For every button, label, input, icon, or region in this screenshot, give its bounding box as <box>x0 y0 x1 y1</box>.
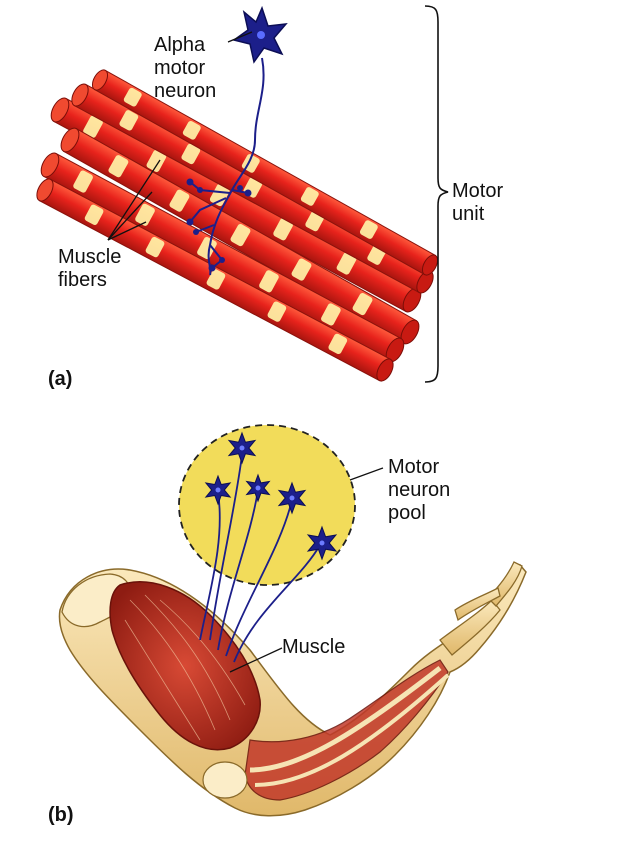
motor-unit-bracket <box>424 5 449 383</box>
neuron-nucleus <box>319 540 325 546</box>
motor-unit-label: Motor unit <box>452 180 504 225</box>
leader-lines-b <box>229 467 384 673</box>
neuron-nucleus <box>239 445 245 451</box>
arm-muscle-illustration <box>58 561 527 817</box>
alpha-motor-neuron-icon <box>232 5 288 64</box>
muscle-fiber <box>36 178 394 382</box>
panel-a-tag: (a) <box>48 368 73 390</box>
neuron-nucleus <box>215 487 221 493</box>
hand <box>439 561 523 656</box>
muscle-fiber <box>71 83 434 294</box>
muscle-fibers-label: Muscle fibers <box>58 246 122 291</box>
neuromuscular-junctions <box>186 178 252 272</box>
muscle-fiber-bundle <box>36 69 439 382</box>
motor-neuron-pool <box>178 424 356 586</box>
motor-neuron-pool-label: Motor neuron pool <box>388 456 451 524</box>
muscle-fiber <box>60 127 420 345</box>
muscle-fiber <box>50 97 422 313</box>
panel-b-tag: (b) <box>48 804 74 826</box>
neuron-nucleus <box>289 495 295 501</box>
neuron-nucleus <box>255 485 261 491</box>
muscle-label: Muscle <box>282 636 346 658</box>
leader-lines-a <box>107 31 253 241</box>
pool-axons <box>199 454 321 663</box>
alpha-motor-neuron-label: Alpha motor neuron <box>154 34 217 102</box>
